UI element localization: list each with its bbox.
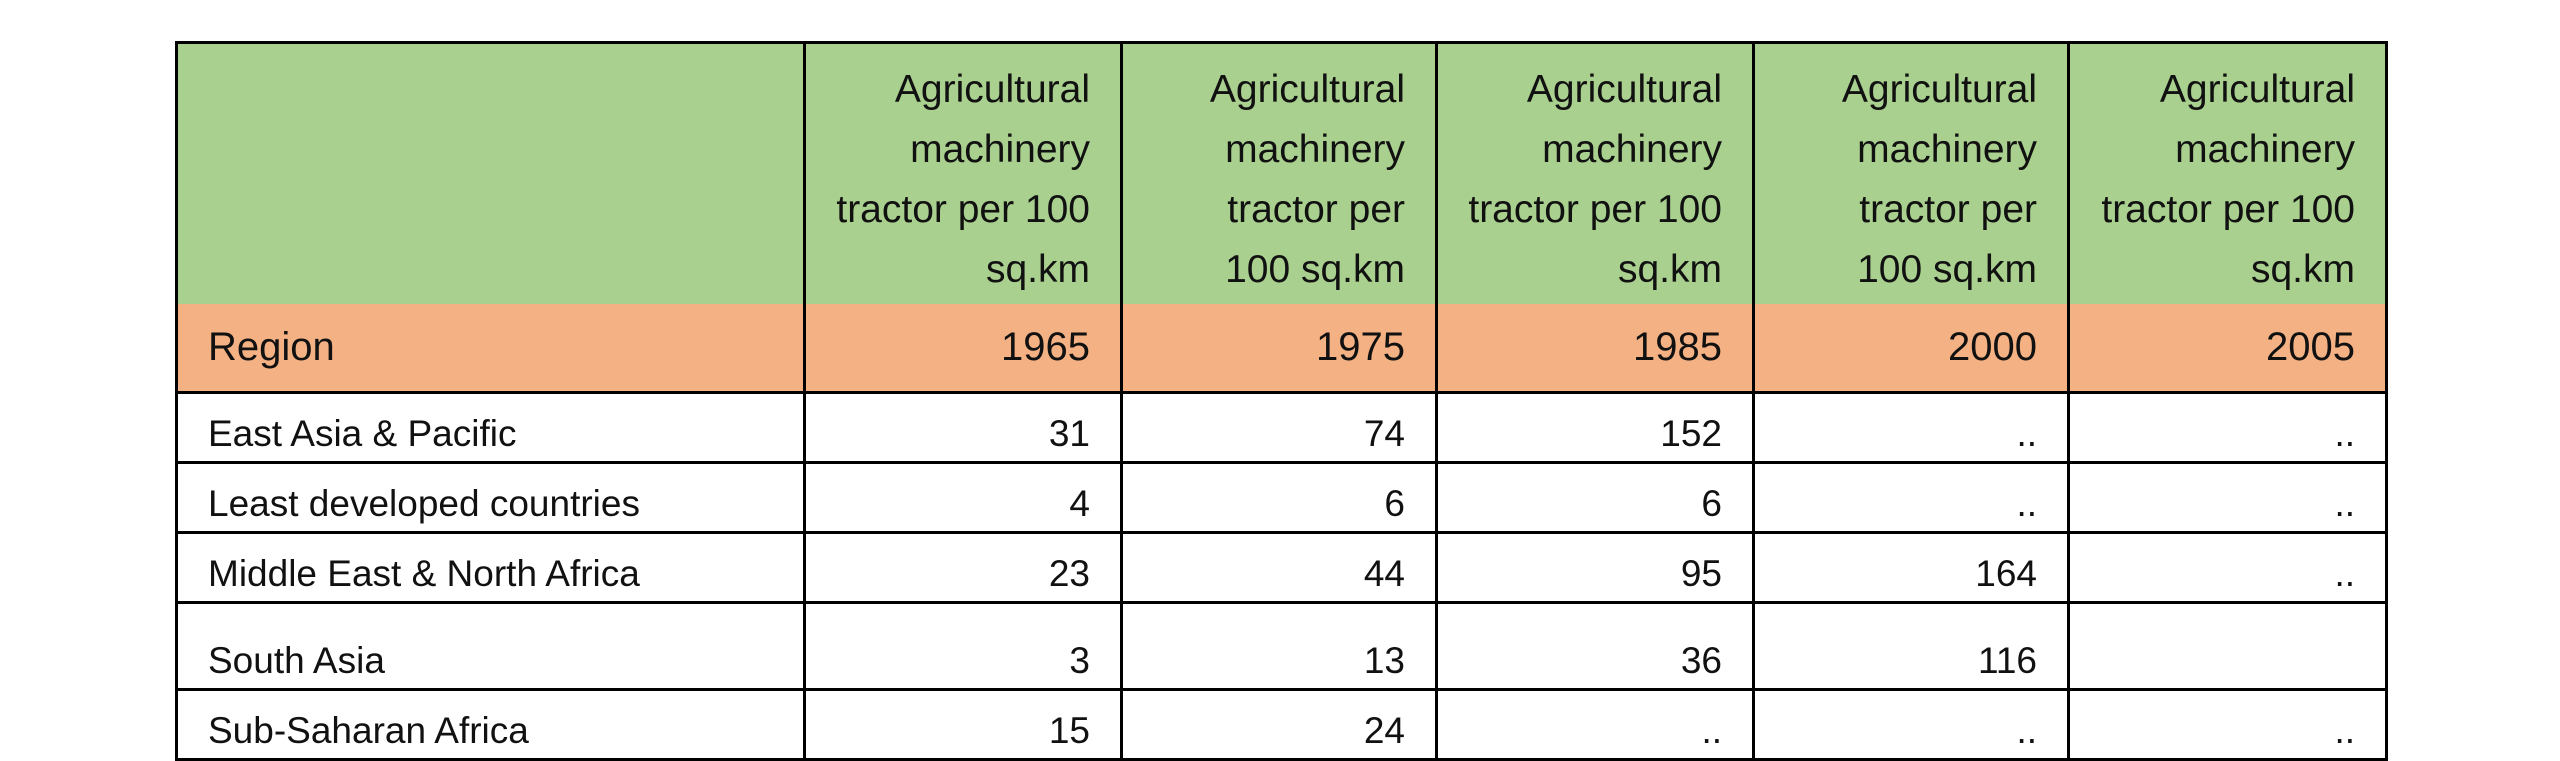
year-header: 2005: [2067, 304, 2388, 394]
year-row: Region 1965 1975 1985 2000 2005: [175, 304, 2388, 394]
value-cell: 164: [1752, 532, 2070, 604]
value-cell: 95: [1435, 532, 1755, 604]
year-header: 1965: [803, 304, 1123, 394]
data-row: South Asia 3 13 36 116: [175, 602, 2388, 691]
region-cell: Middle East & North Africa: [175, 532, 806, 604]
measure-header: Agricultural machinery tractor per 100 s…: [803, 41, 1123, 304]
header-cell: [175, 41, 806, 304]
data-row: Least developed countries 4 6 6....: [175, 462, 2388, 534]
region-cell: Least developed countries: [175, 462, 806, 534]
value-cell: ..: [2067, 392, 2388, 464]
value-cell: 74: [1120, 392, 1438, 464]
value-cell: ..: [1752, 689, 2070, 761]
value-cell: 6: [1435, 462, 1755, 534]
year-header: 1985: [1435, 304, 1755, 394]
measure-header: Agricultural machinery tractor per 100 s…: [1752, 41, 2070, 304]
data-row: Middle East & North Africa 23 44 95 164..: [175, 532, 2388, 604]
measure-header: Agricultural machinery tractor per 100 s…: [1120, 41, 1438, 304]
value-cell: ..: [2067, 532, 2388, 604]
value-cell: 44: [1120, 532, 1438, 604]
data-row: East Asia & Pacific 31 74 152....: [175, 392, 2388, 464]
value-cell: 24: [1120, 689, 1438, 761]
empty-cell: [2067, 602, 2388, 691]
region-cell: South Asia: [175, 602, 806, 691]
region-cell: East Asia & Pacific: [175, 392, 806, 464]
value-cell: 23: [803, 532, 1123, 604]
data-table: Agricultural machinery tractor per 100 s…: [175, 41, 2388, 761]
value-cell: 31: [803, 392, 1123, 464]
value-cell: 36: [1435, 602, 1755, 691]
data-row: Sub-Saharan Africa 15 24......: [175, 689, 2388, 761]
header-row: Agricultural machinery tractor per 100 s…: [175, 41, 2388, 304]
value-cell: 4: [803, 462, 1123, 534]
value-cell: 6: [1120, 462, 1438, 534]
measure-header: Agricultural machinery tractor per 100 s…: [2067, 41, 2388, 304]
region-cell: Sub-Saharan Africa: [175, 689, 806, 761]
value-cell: ..: [1435, 689, 1755, 761]
value-cell: ..: [1752, 462, 2070, 534]
value-cell: ..: [2067, 689, 2388, 761]
value-cell: 116: [1752, 602, 2070, 691]
value-cell: ..: [1752, 392, 2070, 464]
value-cell: ..: [2067, 462, 2388, 534]
value-cell: 13: [1120, 602, 1438, 691]
value-cell: 15: [803, 689, 1123, 761]
measure-header: Agricultural machinery tractor per 100 s…: [1435, 41, 1755, 304]
year-header: 1975: [1120, 304, 1438, 394]
table-body: Agricultural machinery tractor per 100 s…: [175, 41, 2388, 761]
value-cell: 3: [803, 602, 1123, 691]
value-cell: 152: [1435, 392, 1755, 464]
region-header: Region: [175, 304, 806, 394]
year-header: 2000: [1752, 304, 2070, 394]
